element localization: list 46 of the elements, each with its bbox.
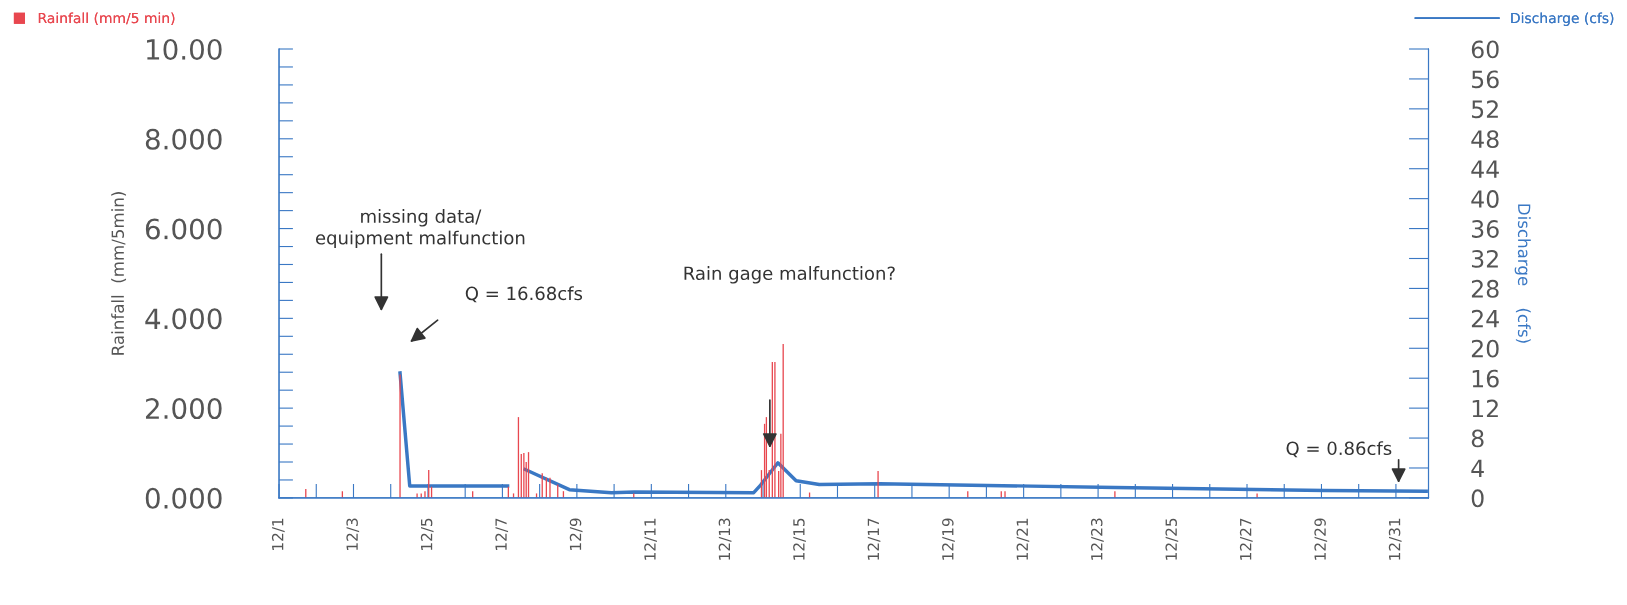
y2-tick-label: 40 <box>1471 190 1499 208</box>
x-tick-label: 12/1 <box>271 518 285 550</box>
y2-tick-label: 32 <box>1471 249 1498 268</box>
y2-tick-label: 24 <box>1471 309 1499 328</box>
y2-tick-label: 28 <box>1471 279 1499 298</box>
x-tick-label: 12/13 <box>718 518 732 560</box>
y-tick-label: 4.000 <box>145 308 222 330</box>
y2-tick-label: 48 <box>1471 130 1499 149</box>
y2-tick-label: 36 <box>1471 220 1499 238</box>
annotation: Q = 0.86cfs <box>1286 441 1392 458</box>
y2-tick-label: 60 <box>1471 40 1499 59</box>
legend-label: Rainfall (mm/5 min) <box>38 12 175 25</box>
y2-tick-label: 56 <box>1472 70 1499 89</box>
y2-axis-title: Discharge (cfs) <box>1511 12 1614 26</box>
y2-tick-label: 20 <box>1471 339 1499 358</box>
y2-tick-label: 44 <box>1471 160 1499 178</box>
y2-tick-label: 0 <box>1471 489 1484 508</box>
x-tick-label: 12/15 <box>793 518 806 560</box>
y-tick-label: 0.000 <box>145 487 222 509</box>
x-tick-label: 12/11 <box>644 518 657 560</box>
y2-tick-label: 8 <box>1471 429 1484 448</box>
x-tick-label: 12/3 <box>346 518 360 550</box>
y-tick-label: 8.000 <box>145 128 222 150</box>
annotation: Rain gage malfunction? <box>684 266 895 284</box>
x-tick-label: 12/19 <box>942 518 955 560</box>
x-tick-label: 12/29 <box>1314 518 1328 560</box>
x-tick-label: 12/25 <box>1165 518 1179 560</box>
y2-tick-label: 12 <box>1472 399 1498 418</box>
x-tick-label: 12/9 <box>569 518 583 550</box>
x-tick-label: 12/23 <box>1090 518 1104 560</box>
y-tick-label: 6.000 <box>145 218 222 240</box>
annotation: Q = 16.68cfs <box>465 286 583 303</box>
annotation: missing data/ equipment malfunction <box>315 209 525 249</box>
x-tick-label: 12/21 <box>1016 518 1030 560</box>
x-tick-label: 12/5 <box>420 518 434 550</box>
x-tick-label: 12/17 <box>867 518 881 560</box>
x-tick-label: 12/31 <box>1388 518 1402 560</box>
x-tick-label: 12/27 <box>1239 518 1253 560</box>
y-tick-label: 2.000 <box>145 398 222 420</box>
y-tick-label: 10.00 <box>147 38 222 60</box>
text: Discharge (cfs) <box>1514 204 1531 343</box>
y2-tick-label: 52 <box>1472 100 1498 119</box>
x-tick-label: 12/7 <box>495 518 509 550</box>
y2-tick-label: 4 <box>1471 459 1484 477</box>
y2-tick-label: 16 <box>1472 369 1499 388</box>
y-axis-title: Rainfall (mm/5min) <box>111 192 127 355</box>
